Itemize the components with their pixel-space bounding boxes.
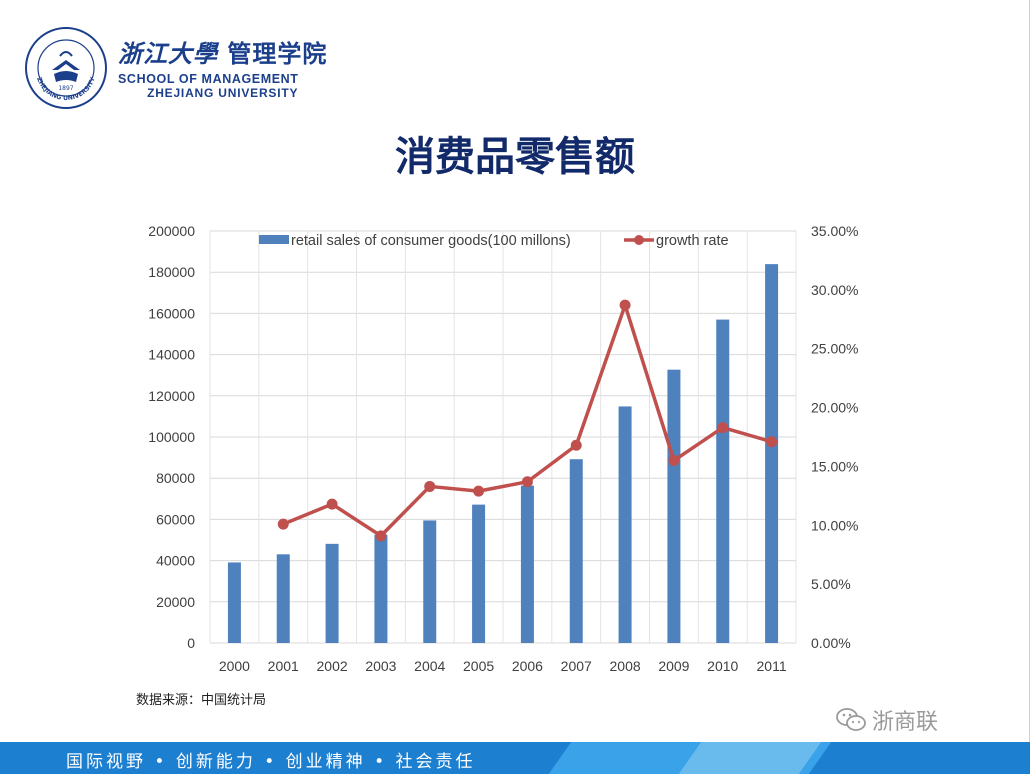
growth-rate-point xyxy=(375,530,387,542)
growth-rate-point xyxy=(326,498,338,510)
bar xyxy=(423,520,437,643)
logo-english-line2: ZHEJIANG UNIVERSITY xyxy=(147,86,299,100)
y-right-tick-label: 25.00% xyxy=(811,341,858,357)
y-left-tick-label: 40000 xyxy=(156,553,195,569)
x-tick-label: 2007 xyxy=(561,658,592,674)
x-tick-label: 2011 xyxy=(757,658,787,674)
y-left-tick-label: 160000 xyxy=(148,305,195,321)
logo-chinese: 浙江大學 管理学院 xyxy=(118,34,327,69)
x-tick-label: 2001 xyxy=(268,658,299,674)
bar xyxy=(618,406,632,643)
x-tick-label: 2004 xyxy=(414,658,445,674)
x-tick-label: 2005 xyxy=(463,658,494,674)
y-left-tick-label: 140000 xyxy=(148,347,195,363)
seal-year: 1897 xyxy=(58,85,73,92)
x-tick-label: 2009 xyxy=(658,658,689,674)
x-tick-label: 2010 xyxy=(707,658,738,674)
growth-rate-point xyxy=(717,422,729,434)
bar xyxy=(716,319,730,643)
y-right-tick-label: 20.00% xyxy=(811,400,858,416)
y-right-tick-label: 10.00% xyxy=(811,517,858,533)
bar xyxy=(325,543,339,643)
growth-rate-point xyxy=(473,485,485,497)
footer-slogan: 国际视野 • 创新能力 • 创业精神 • 社会责任 xyxy=(66,752,476,772)
wechat-watermark: 浙商联 xyxy=(836,704,938,736)
logo-cn-university: 浙江大學 xyxy=(118,39,218,68)
wechat-icon xyxy=(836,708,866,731)
retail-sales-chart: 0 20000 40000 60000 80000 100000 120000 140000 1… xyxy=(148,223,858,674)
university-seal-logo: 1897 ZHEJIANG UNIVERSITY xyxy=(25,27,107,109)
logo-cn-dept: 管理学院 xyxy=(227,40,328,68)
x-tick-label: 2008 xyxy=(610,658,641,674)
y-right-tick-label: 15.00% xyxy=(811,458,858,474)
y-left-tick-label: 0 xyxy=(187,635,195,651)
y-left-tick-label: 180000 xyxy=(148,264,195,280)
bar xyxy=(765,264,779,643)
growth-rate-point xyxy=(619,299,631,311)
growth-rate-point xyxy=(668,455,680,467)
y-right-tick-label: 5.00% xyxy=(811,576,851,592)
data-source-note: 数据来源：中国统计局 xyxy=(136,693,267,708)
footer-band: 国际视野 • 创新能力 • 创业精神 • 社会责任 xyxy=(0,742,1030,774)
legend-bar-swatch xyxy=(259,235,289,244)
x-tick-label: 2003 xyxy=(365,658,396,674)
y-right-tick-label: 35.00% xyxy=(811,223,858,239)
growth-rate-point xyxy=(277,518,289,530)
bar xyxy=(569,459,583,643)
legend-bar-label: retail sales of consumer goods(100 millo… xyxy=(291,233,571,249)
legend-line-marker xyxy=(634,235,644,245)
y-left-tick-label: 80000 xyxy=(156,470,195,486)
bar xyxy=(667,369,681,643)
growth-rate-point xyxy=(521,476,533,488)
logo-english-line1: SCHOOL OF MANAGEMENT xyxy=(118,72,299,86)
y-left-tick-label: 100000 xyxy=(148,429,195,445)
x-tick-label: 2006 xyxy=(512,658,543,674)
bar xyxy=(227,562,241,643)
x-tick-label: 2000 xyxy=(219,658,250,674)
growth-rate-point xyxy=(424,480,436,492)
y-left-tick-label: 60000 xyxy=(156,511,195,527)
legend-line-label: growth rate xyxy=(656,233,729,249)
y-right-tick-label: 0.00% xyxy=(811,635,851,651)
y-left-tick-label: 200000 xyxy=(148,223,195,239)
growth-rate-point xyxy=(766,436,778,448)
school-logo-text: 浙江大學 管理学院 SCHOOL OF MANAGEMENT ZHEJIANG … xyxy=(118,34,327,100)
y-left-tick-label: 20000 xyxy=(156,594,195,610)
x-tick-label: 2002 xyxy=(317,658,348,674)
growth-rate-point xyxy=(570,439,582,451)
y-right-tick-label: 30.00% xyxy=(811,282,858,298)
y-left-tick-label: 120000 xyxy=(148,388,195,404)
bar xyxy=(374,534,388,643)
bar xyxy=(276,554,290,643)
bar xyxy=(472,504,486,643)
slide-title: 消费品零售额 xyxy=(395,134,635,180)
bar xyxy=(520,485,534,643)
watermark-text: 浙商联 xyxy=(872,710,939,735)
